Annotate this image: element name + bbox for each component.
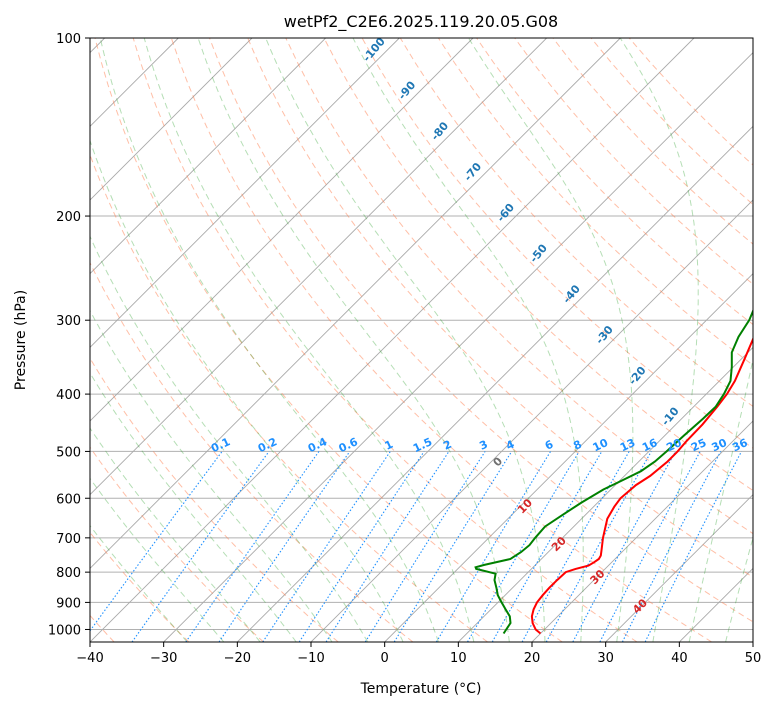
y-axis-label: Pressure (hPa) <box>13 290 29 390</box>
x-tick-label: 0 <box>381 651 389 666</box>
y-tick-label: 900 <box>56 596 81 611</box>
x-tick-label: −20 <box>224 651 251 666</box>
y-tick-label: 500 <box>56 445 81 460</box>
y-tick-label: 100 <box>56 32 81 47</box>
chart-title: wetPf2_C2E6.2025.119.20.05.G08 <box>284 12 558 32</box>
x-tick-label: −30 <box>150 651 177 666</box>
x-tick-label: −10 <box>297 651 324 666</box>
x-tick-label: 40 <box>671 651 688 666</box>
x-tick-label: 20 <box>524 651 541 666</box>
x-tick-label: 50 <box>745 651 762 666</box>
y-tick-label: 400 <box>56 388 81 403</box>
x-tick-label: 30 <box>597 651 614 666</box>
y-tick-label: 600 <box>56 492 81 507</box>
x-axis-label: Temperature (°C) <box>360 681 482 697</box>
y-tick-label: 1000 <box>48 623 81 638</box>
y-tick-label: 200 <box>56 210 81 225</box>
x-tick-label: −40 <box>76 651 103 666</box>
y-tick-label: 800 <box>56 566 81 581</box>
y-tick-label: 300 <box>56 314 81 329</box>
x-tick-label: 10 <box>450 651 467 666</box>
y-tick-label: 700 <box>56 532 81 547</box>
